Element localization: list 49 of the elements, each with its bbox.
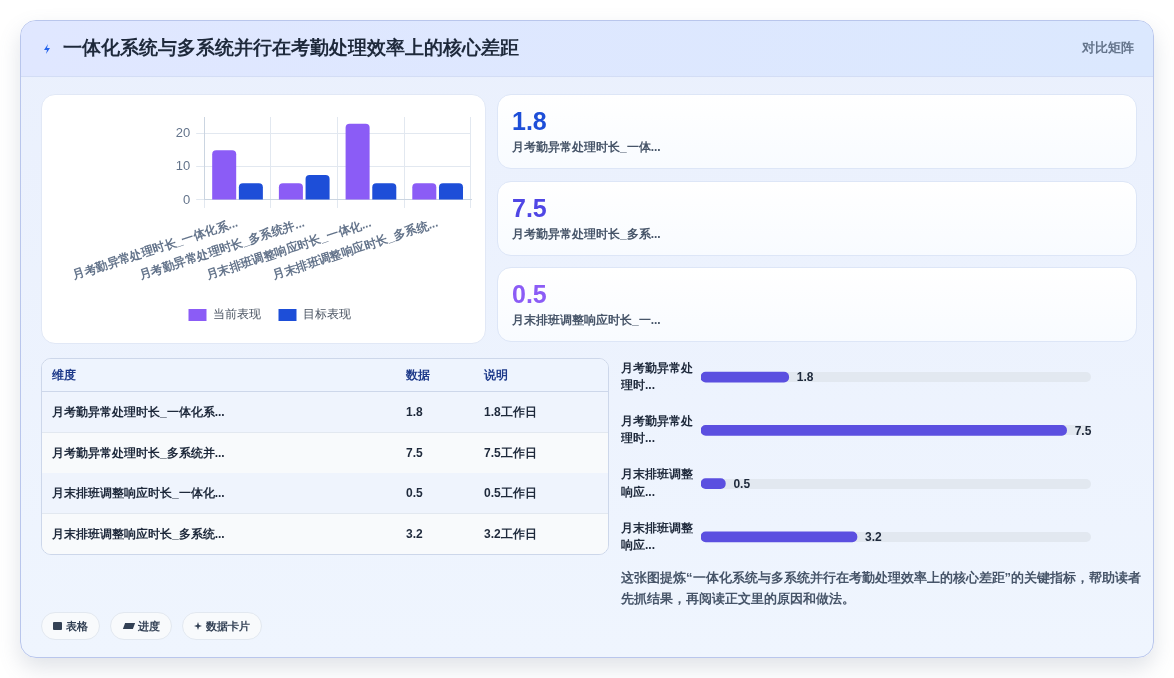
text: 表格 [66, 618, 88, 634]
category-label: 月考勤异常处理时长_一体... [512, 140, 661, 155]
bar [305, 175, 330, 200]
bar [372, 183, 397, 200]
data-label: 3.2 [406, 526, 423, 542]
y-tick-label: 10 [175, 158, 191, 174]
data-label: 7.5 [512, 193, 547, 222]
data-label: 1.8 [512, 107, 547, 135]
text: 说明 [484, 368, 508, 383]
bar [238, 183, 263, 200]
text: 1.8工作日 [484, 405, 537, 420]
y-tick-label: 月末排班调整响应... [620, 520, 694, 552]
data-label: 0.5 [733, 476, 751, 491]
legend-label: 目标表现 [302, 307, 351, 322]
text: 7.5工作日 [484, 445, 537, 461]
text: 这张图提炼“一体化系统与多系统并行在考勤处理效率上的核心差距”的关键指标，帮助读者先抓结果，再阅读正文里的原因和做法。 [621, 569, 1142, 608]
y-tick-label: 0 [182, 191, 191, 207]
category-label: 月末排班调整响应时长_多系统... [52, 526, 225, 542]
text: 3.2工作日 [484, 526, 537, 542]
data-label: 0.5 [512, 280, 547, 308]
y-tick-label: 20 [175, 125, 191, 141]
bar [438, 183, 463, 200]
bar [212, 150, 237, 200]
data-label: 7.5 [1074, 423, 1092, 438]
bar [412, 183, 437, 200]
text: 数据卡片 [206, 618, 250, 634]
bar [701, 371, 790, 383]
data-label: 0.5 [406, 486, 423, 501]
chart-title: 一体化系统与多系统并行在考勤处理效率上的核心差距 [63, 37, 519, 59]
text: 对比矩阵 [1082, 40, 1134, 56]
category-label: 月末排班调整响应时长_一... [512, 313, 661, 328]
text: 维度 [52, 368, 76, 383]
data-label: 7.5 [406, 445, 423, 461]
text: 进度 [138, 618, 160, 634]
category-label: 月末排班调整响应时长_一体化... [52, 486, 225, 501]
category-label: 月考勤异常处理时长_多系... [512, 226, 661, 242]
data-label: 1.8 [406, 405, 423, 420]
bar [278, 183, 303, 200]
y-tick-label: 月末排班调整响应... [620, 467, 694, 499]
data-label: 1.8 [796, 370, 814, 385]
legend-label: 当前表现 [212, 307, 261, 322]
category-label: 月考勤异常处理时长_多系统并... [52, 445, 225, 461]
text: 0.5工作日 [484, 486, 537, 501]
y-tick-label: 月考勤异常处理时... [620, 413, 693, 446]
bar [345, 123, 370, 200]
text: 数据 [406, 368, 430, 383]
y-tick-label: 月考勤异常处理时... [620, 360, 693, 393]
category-label: 月考勤异常处理时长_一体化系... [52, 405, 225, 420]
data-label: 3.2 [865, 530, 883, 545]
